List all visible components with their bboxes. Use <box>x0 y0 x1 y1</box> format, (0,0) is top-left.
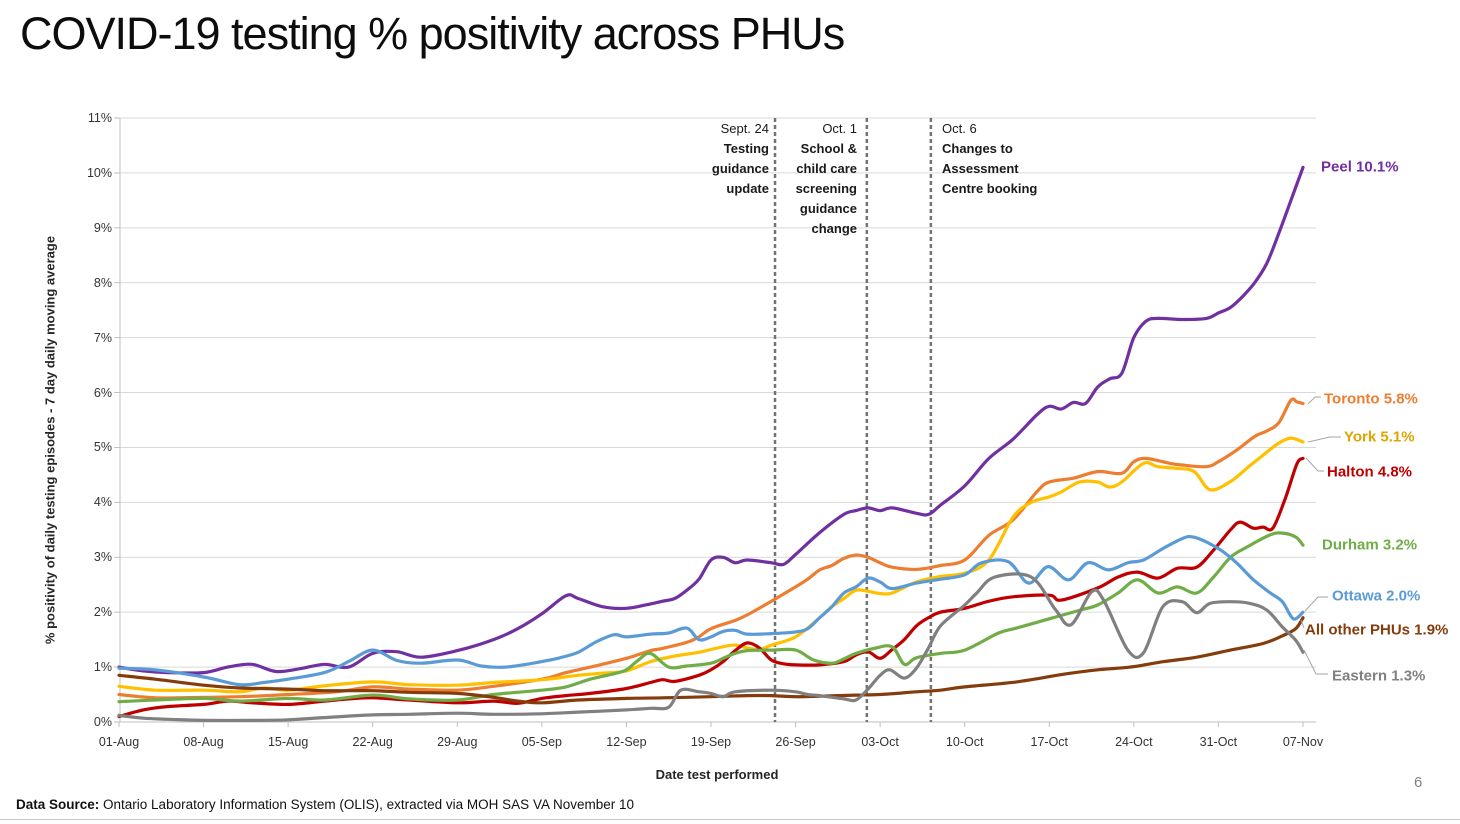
page-number: 6 <box>1414 774 1423 791</box>
leader-line-other <box>1300 619 1305 629</box>
series-line-york <box>117 436 1305 694</box>
y-tick-label-1pct: 1% <box>93 660 112 675</box>
x-tick-label-07-Nov: 07-Nov <box>1282 735 1324 749</box>
event-annotation-2: Oct. 1 School & child care screening guidanc… <box>727 119 857 239</box>
series-line-toronto <box>117 397 1305 700</box>
event-annotation-3: Oct. 6 Changes to Assessment Centre booking <box>942 119 1112 199</box>
leader-line-halton <box>1305 457 1324 472</box>
data-source-note: Data Source: Ontario Laboratory Informat… <box>16 797 634 812</box>
y-tick-label-4pct: 4% <box>93 495 112 510</box>
y-tick-label-7pct: 7% <box>93 330 112 345</box>
event-text-line: change <box>811 221 857 236</box>
event-text-line: Assessment <box>942 161 1019 176</box>
x-tick-label-22-Aug: 22-Aug <box>352 735 393 749</box>
y-tick-label-0pct: 0% <box>93 715 112 729</box>
series-label-eastern: Eastern 1.3% <box>1332 667 1426 685</box>
x-tick-label-05-Sep: 05-Sep <box>521 735 562 749</box>
y-tick-label-3pct: 3% <box>93 550 112 565</box>
leader-line-eastern <box>1303 649 1328 675</box>
x-tick-label-26-Sep: 26-Sep <box>775 735 816 749</box>
y-tick-label-8pct: 8% <box>93 275 112 290</box>
y-axis-title: % positivity of daily testing episodes -… <box>42 235 58 645</box>
series-label-halton: Halton 4.8% <box>1327 463 1413 481</box>
x-tick-label-15-Aug: 15-Aug <box>267 735 309 749</box>
x-tick-label-12-Sep: 12-Sep <box>606 735 647 749</box>
x-tick-label-17-Oct: 17-Oct <box>1030 735 1069 749</box>
event-date-1: Sept. 24 <box>720 121 769 136</box>
y-tick-label-11pct: 11% <box>87 111 112 125</box>
series-line-ottawa <box>117 534 1305 687</box>
x-tick-label-19-Sep: 19-Sep <box>690 735 732 749</box>
series-label-toronto: Toronto 5.8% <box>1324 390 1418 408</box>
leader-line-york <box>1307 436 1341 443</box>
series-label-peel: Peel 10.1% <box>1321 158 1399 176</box>
y-tick-label-6pct: 6% <box>93 385 112 400</box>
event-text-line: update <box>726 181 769 196</box>
leader-line-toronto <box>1307 396 1321 405</box>
y-tick-label-9pct: 9% <box>93 220 112 235</box>
event-date-3: Oct. 6 <box>942 121 977 136</box>
series-line-durham <box>117 531 1305 704</box>
event-text-line: Testing <box>723 141 769 156</box>
series-label-york: York 5.1% <box>1344 428 1415 446</box>
event-text-line: Changes to <box>942 141 1013 156</box>
event-text-line: guidance <box>799 201 857 216</box>
bottom-divider <box>0 819 1460 820</box>
data-source-text: Ontario Laboratory Information System (O… <box>99 797 634 812</box>
series-label-other: All other PHUs 1.9% <box>1305 621 1449 639</box>
event-date-2: Oct. 1 <box>822 121 857 136</box>
leader-line-ottawa <box>1304 596 1328 612</box>
data-source-label: Data Source: <box>16 797 100 812</box>
event-text-line: Centre booking <box>942 181 1038 196</box>
x-tick-label-29-Aug: 29-Aug <box>437 735 478 749</box>
series-line-peel <box>117 165 1305 675</box>
series-label-ottawa: Ottawa 2.0% <box>1332 587 1421 605</box>
y-tick-label-2pct: 2% <box>93 605 112 620</box>
event-text-line: guidance <box>711 161 769 176</box>
event-text-line: School & <box>800 141 857 156</box>
x-tick-label-03-Oct: 03-Oct <box>861 735 899 749</box>
event-annotation-1: Sept. 24 Testing guidance update <box>639 119 769 199</box>
series-line-other <box>117 616 1305 705</box>
x-tick-label-08-Aug: 08-Aug <box>183 735 224 749</box>
y-tick-label-10pct: 10% <box>86 165 112 180</box>
x-tick-label-01-Aug: 01-Aug <box>98 735 140 749</box>
event-text-line: child care <box>796 161 857 176</box>
event-text-line: screening <box>795 181 857 196</box>
series-line-eastern <box>117 572 1305 723</box>
series-label-durham: Durham 3.2% <box>1322 536 1418 554</box>
x-tick-label-31-Oct: 31-Oct <box>1199 735 1238 749</box>
x-tick-label-24-Oct: 24-Oct <box>1115 735 1153 749</box>
y-tick-label-5pct: 5% <box>93 440 112 455</box>
page-title: COVID-19 testing % positivity across PHU… <box>20 8 845 59</box>
x-tick-label-10-Oct: 10-Oct <box>945 735 984 749</box>
x-axis-title: Date test performed <box>655 767 779 782</box>
